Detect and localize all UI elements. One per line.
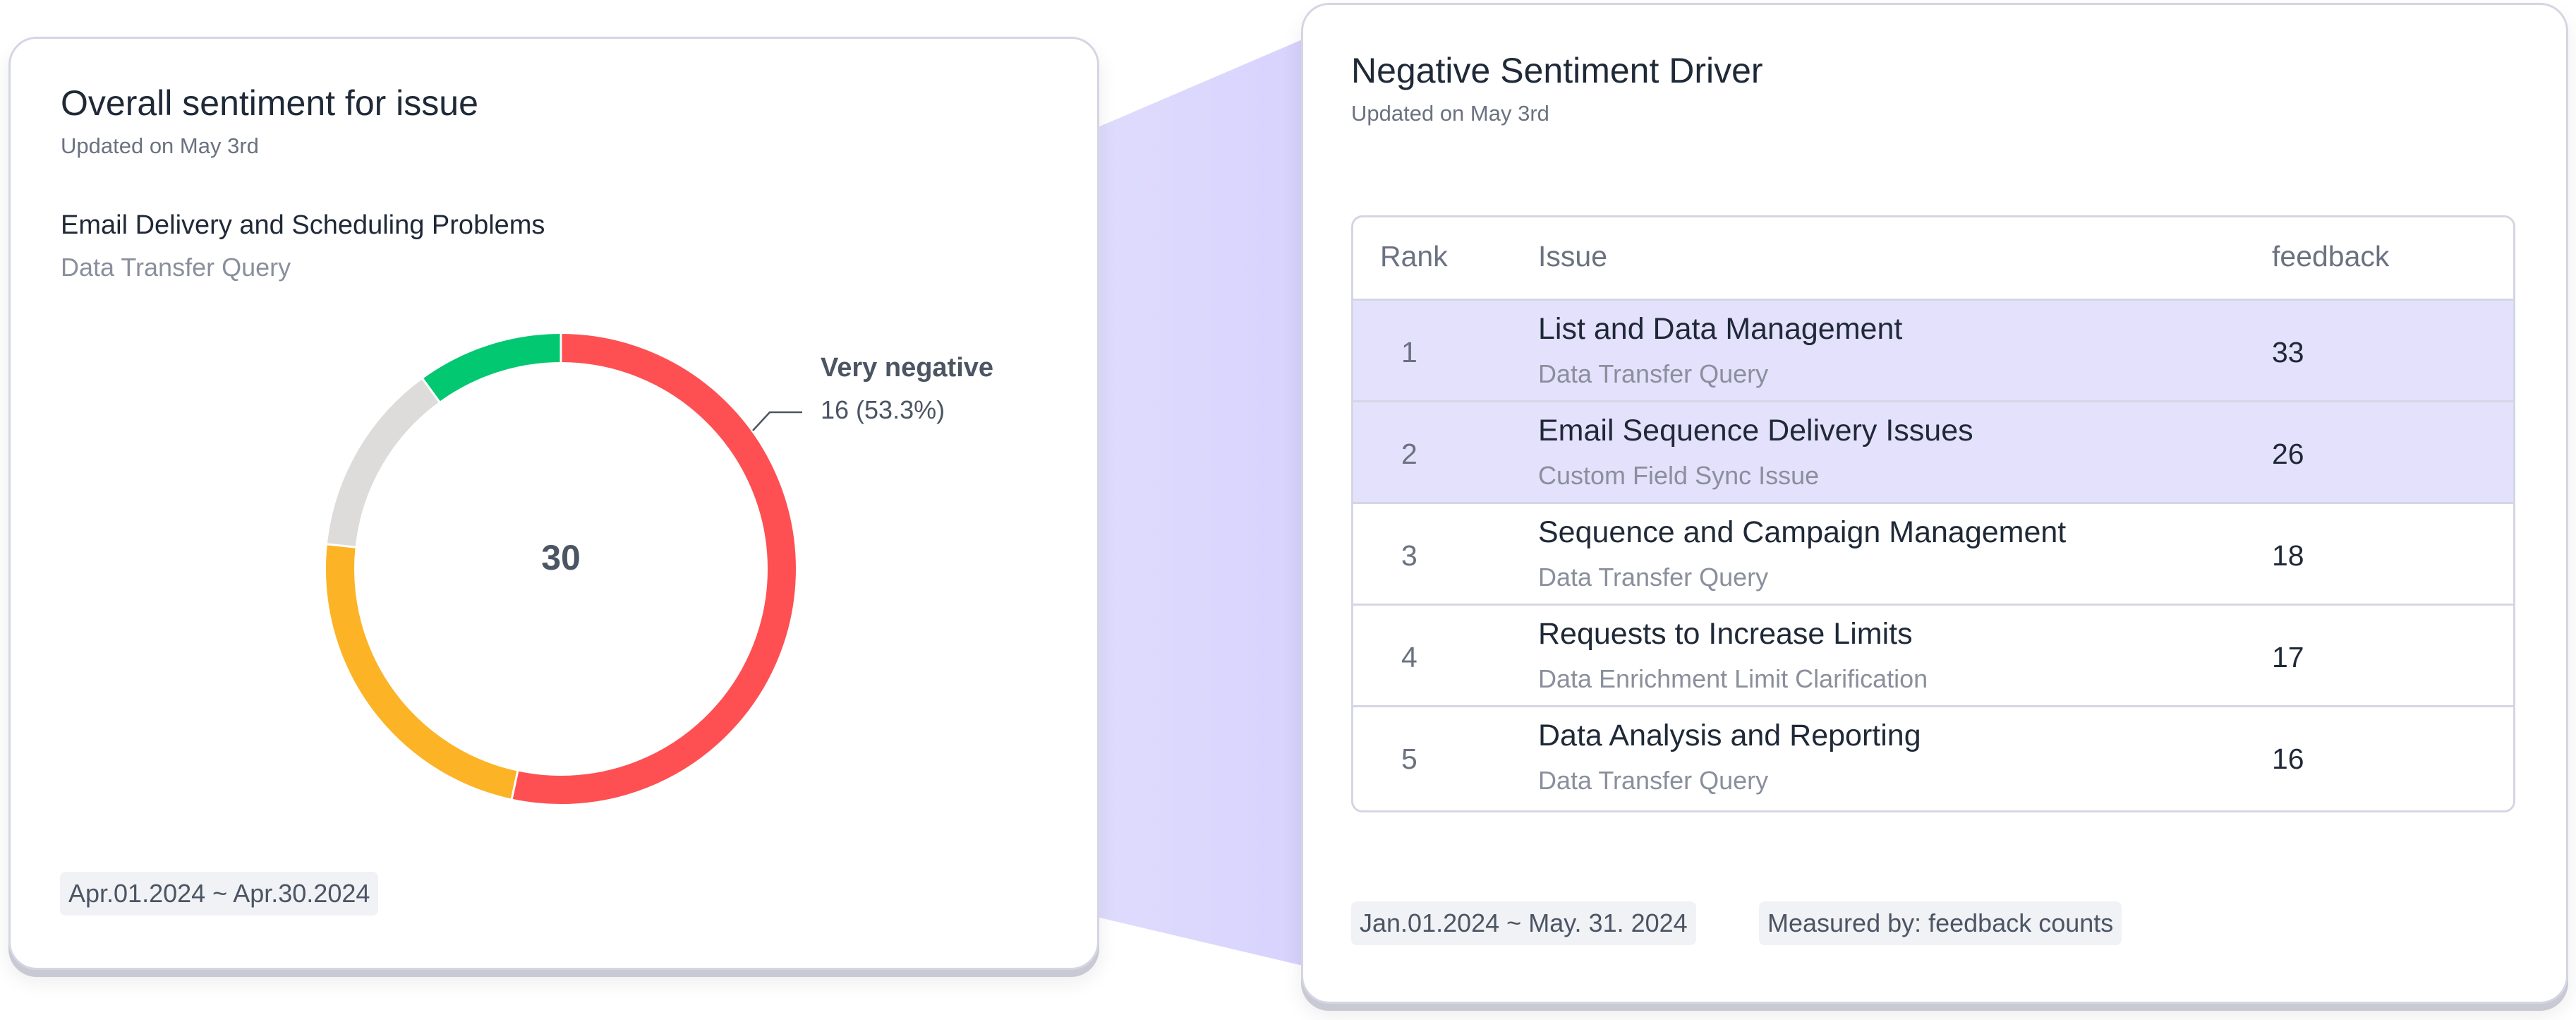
donut-segment-negative bbox=[326, 334, 796, 804]
callout-value: 16 (53.3%) bbox=[821, 395, 945, 424]
issue-category: Data Transfer Query bbox=[61, 253, 291, 282]
row-rank: 4 bbox=[1401, 641, 1417, 673]
row-issue-category: Data Transfer Query bbox=[1538, 359, 1769, 388]
row-issue-category: Data Enrichment Limit Clarification bbox=[1538, 664, 1928, 693]
row-feedback-count: 16 bbox=[2272, 743, 2304, 775]
date-range-badge: Jan.01.2024 ~ May. 31. 2024 bbox=[1351, 901, 1696, 945]
donut-separator bbox=[325, 543, 357, 548]
updated-date: Updated on May 3rd bbox=[61, 133, 259, 158]
date-range-badge: Apr.01.2024 ~ Apr.30.2024 bbox=[60, 872, 379, 916]
card-title: Negative Sentiment Driver bbox=[1351, 51, 1763, 90]
updated-date: Updated on May 3rd bbox=[1351, 101, 1549, 126]
row-feedback-count: 33 bbox=[2272, 336, 2304, 368]
callout-leader-line bbox=[752, 411, 802, 431]
row-feedback-count: 26 bbox=[2272, 438, 2304, 470]
row-rank: 3 bbox=[1401, 539, 1417, 572]
column-header-feedback: feedback bbox=[2272, 240, 2390, 272]
overall-sentiment-card: Overall sentiment for issue Updated on M… bbox=[8, 37, 1099, 970]
row-rank: 1 bbox=[1401, 336, 1417, 368]
sentiment-donut-chart bbox=[325, 332, 796, 804]
driver-table: Rank Issue feedback 1 List and Data Mana… bbox=[1351, 215, 2515, 812]
row-issue-category: Data Transfer Query bbox=[1538, 766, 1769, 795]
table-row[interactable]: 3 Sequence and Campaign Management Data … bbox=[1353, 502, 2513, 604]
table-header: Rank Issue feedback bbox=[1353, 217, 2513, 301]
row-issue-title: List and Data Management bbox=[1538, 312, 1903, 346]
donut-total: 30 bbox=[541, 538, 581, 577]
table-row[interactable]: 4 Requests to Increase Limits Data Enric… bbox=[1353, 604, 2513, 705]
table-row[interactable]: 1 List and Data Management Data Transfer… bbox=[1353, 299, 2513, 400]
measured-by-badge: Measured by: feedback counts bbox=[1759, 901, 2122, 945]
row-issue-title: Sequence and Campaign Management bbox=[1538, 515, 2067, 549]
column-header-rank: Rank bbox=[1380, 240, 1448, 272]
table-row[interactable]: 2 Email Sequence Delivery Issues Custom … bbox=[1353, 400, 2513, 502]
row-feedback-count: 18 bbox=[2272, 539, 2304, 572]
column-header-issue: Issue bbox=[1538, 240, 1607, 272]
row-rank: 2 bbox=[1401, 438, 1417, 470]
callout-label: Very negative bbox=[821, 353, 994, 383]
card-title: Overall sentiment for issue bbox=[61, 83, 478, 123]
row-feedback-count: 17 bbox=[2272, 641, 2304, 673]
issue-title: Email Delivery and Scheduling Problems bbox=[61, 210, 545, 240]
row-issue-title: Requests to Increase Limits bbox=[1538, 617, 1913, 651]
row-issue-title: Email Sequence Delivery Issues bbox=[1538, 414, 1973, 448]
row-issue-title: Data Analysis and Reporting bbox=[1538, 719, 1921, 752]
row-rank: 5 bbox=[1401, 743, 1417, 775]
donut-separator bbox=[510, 769, 519, 800]
table-row[interactable]: 5 Data Analysis and Reporting Data Trans… bbox=[1353, 705, 2513, 807]
negative-sentiment-driver-card: Negative Sentiment Driver Updated on May… bbox=[1301, 3, 2568, 1004]
row-issue-category: Data Transfer Query bbox=[1538, 563, 1769, 592]
row-issue-category: Custom Field Sync Issue bbox=[1538, 461, 1820, 490]
donut-separator bbox=[421, 377, 442, 404]
